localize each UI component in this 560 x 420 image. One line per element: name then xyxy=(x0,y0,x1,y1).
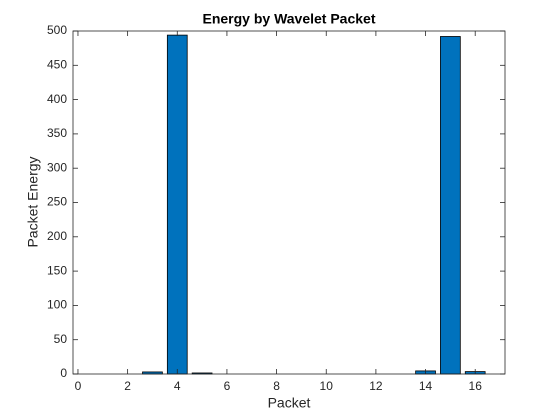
y-axis-label: Packet Energy xyxy=(25,156,41,247)
y-tick-label: 400 xyxy=(47,92,67,106)
x-tick-label: 6 xyxy=(224,379,231,393)
x-tick-label: 8 xyxy=(273,379,280,393)
x-tick-label: 16 xyxy=(469,379,483,393)
bar xyxy=(440,36,461,375)
x-tick-label: 14 xyxy=(419,379,433,393)
bar xyxy=(166,34,188,375)
y-tick-label: 100 xyxy=(47,298,67,312)
y-tick-label: 300 xyxy=(47,160,67,174)
y-tick-label: 450 xyxy=(47,57,67,71)
y-tick-label: 200 xyxy=(47,229,67,243)
y-tick-label: 350 xyxy=(47,126,67,140)
y-tick-label: 150 xyxy=(47,263,67,277)
chart-title: Energy by Wavelet Packet xyxy=(202,11,375,27)
x-tick-label: 4 xyxy=(174,379,181,393)
x-tick-label: 2 xyxy=(124,379,131,393)
y-tick-label: 250 xyxy=(47,195,67,209)
x-tick-label: 10 xyxy=(320,379,334,393)
y-tick-label: 50 xyxy=(54,332,68,346)
y-tick-label: 500 xyxy=(47,23,67,37)
x-tick-label: 0 xyxy=(75,379,82,393)
x-axis-label: Packet xyxy=(268,395,311,411)
x-tick-label: 12 xyxy=(369,379,383,393)
y-tick-label: 0 xyxy=(60,366,67,380)
